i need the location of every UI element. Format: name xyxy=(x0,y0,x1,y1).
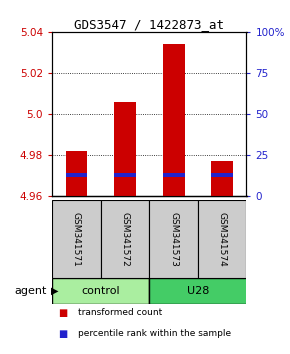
Bar xyxy=(149,278,246,304)
Bar xyxy=(101,200,149,278)
Text: control: control xyxy=(81,286,120,296)
Bar xyxy=(198,200,246,278)
Text: GSM341571: GSM341571 xyxy=(72,211,81,267)
Bar xyxy=(163,173,184,177)
Text: ▶: ▶ xyxy=(51,286,58,296)
Bar xyxy=(149,200,198,278)
Bar xyxy=(114,102,136,196)
Text: GSM341574: GSM341574 xyxy=(218,212,227,266)
Text: transformed count: transformed count xyxy=(78,308,163,317)
Bar xyxy=(52,278,149,304)
Bar xyxy=(66,173,87,177)
Bar xyxy=(211,173,233,177)
Bar xyxy=(211,161,233,196)
Text: GSM341573: GSM341573 xyxy=(169,211,178,267)
Bar xyxy=(52,200,101,278)
Text: percentile rank within the sample: percentile rank within the sample xyxy=(78,329,231,338)
Bar xyxy=(163,44,184,196)
Text: ■: ■ xyxy=(58,308,67,318)
Text: U28: U28 xyxy=(187,286,209,296)
Text: ■: ■ xyxy=(58,329,67,339)
Bar xyxy=(114,173,136,177)
Text: agent: agent xyxy=(14,286,46,296)
Title: GDS3547 / 1422873_at: GDS3547 / 1422873_at xyxy=(74,18,224,31)
Bar xyxy=(66,151,87,196)
Text: GSM341572: GSM341572 xyxy=(121,212,130,266)
